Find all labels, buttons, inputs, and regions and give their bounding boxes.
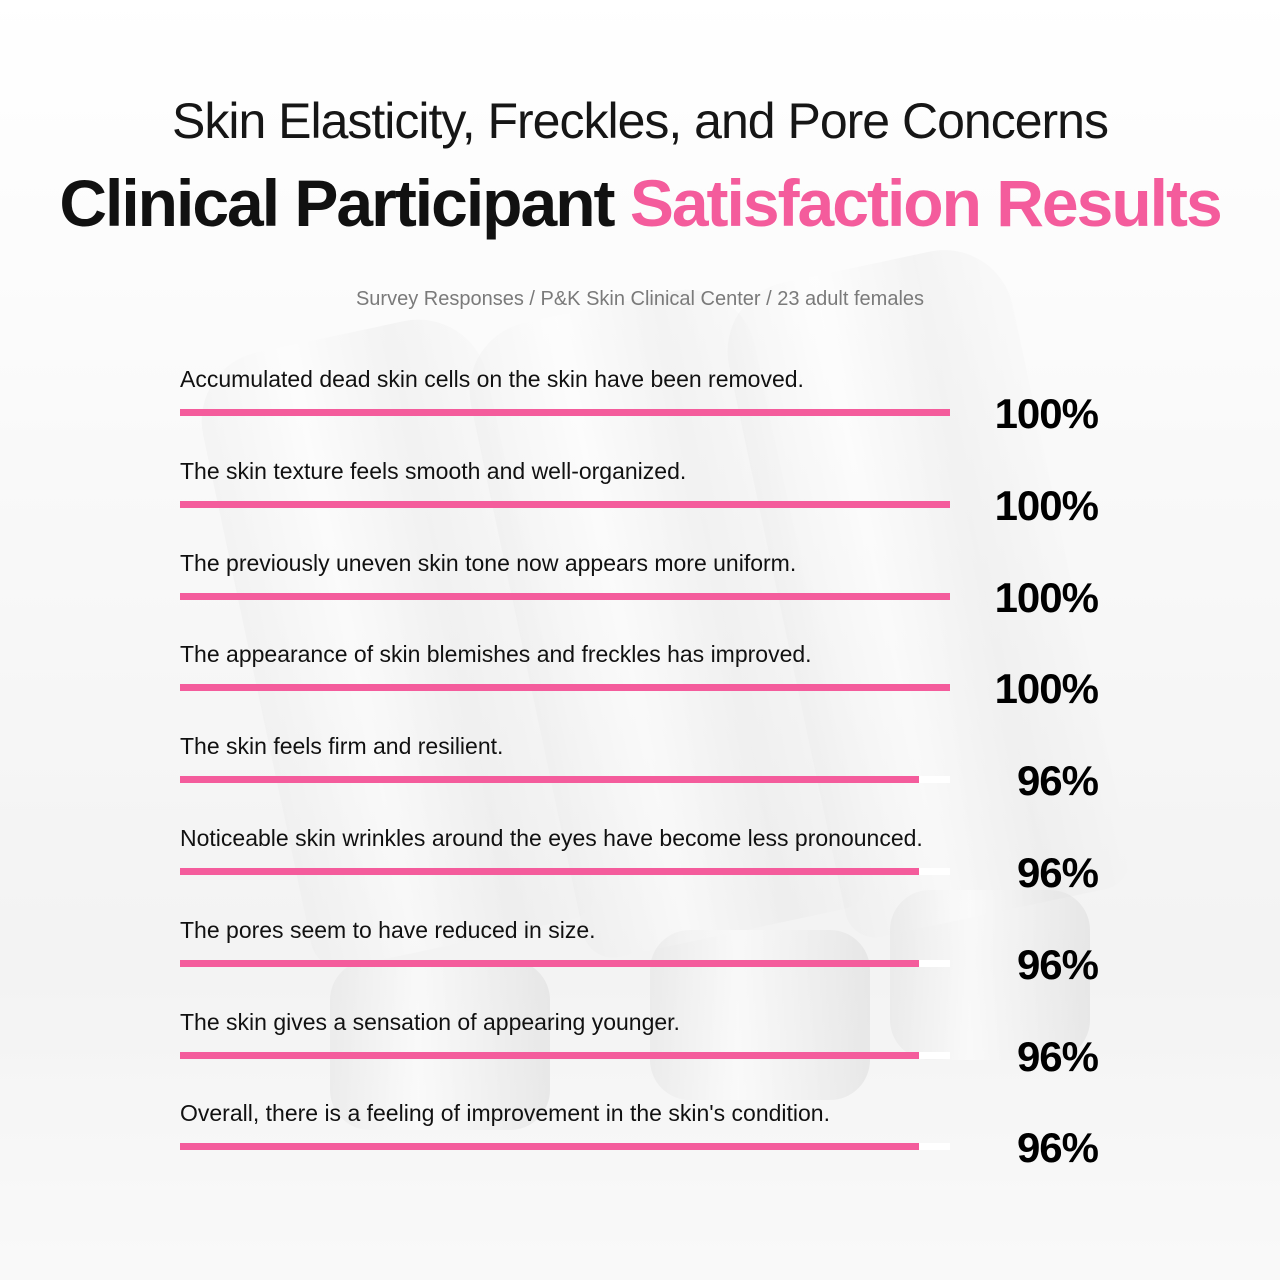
statement-label: The skin texture feels smooth and well-o…	[180, 457, 687, 484]
percentage-value: 100%	[994, 390, 1099, 437]
percentage-value: 100%	[994, 573, 1099, 621]
statement-label: Accumulated dead skin cells on the skin …	[180, 366, 804, 392]
bar-track	[180, 592, 950, 600]
statement-label: Overall, there is a feeling of improveme…	[180, 1100, 830, 1127]
bar-track	[180, 959, 950, 967]
percentage-value: 96%	[1016, 940, 1099, 988]
percentage-value: 100%	[994, 481, 1099, 529]
survey-source-subtitle: Survey Responses / P&K Skin Clinical Cen…	[355, 288, 925, 310]
bar-fill	[180, 684, 950, 692]
bar-fill	[180, 959, 920, 967]
percentage-value: 100%	[994, 665, 1099, 713]
bar-track	[180, 1051, 950, 1059]
headline-line1: Skin Elasticity, Freckles, and Pore Conc…	[171, 93, 1109, 149]
percentage-value: 96%	[1016, 1124, 1099, 1172]
headline-accent: Satisfaction Results	[629, 166, 1223, 240]
statement-label: The skin feels firm and resilient.	[180, 733, 504, 760]
bar-fill	[180, 1143, 920, 1151]
statement-label: The skin gives a sensation of appearing …	[180, 1008, 680, 1035]
bar-track	[180, 684, 950, 692]
statement-label: Noticeable skin wrinkles around the eyes…	[180, 825, 923, 851]
statement-label: The appearance of skin blemishes and fre…	[180, 641, 812, 668]
bar-track	[180, 776, 950, 784]
bar-fill	[180, 592, 950, 600]
bar-fill	[180, 500, 950, 508]
headline-line2: Clinical Participant Satisfaction Result…	[0, 165, 1280, 241]
bar-track	[180, 409, 950, 416]
bar-track	[180, 868, 950, 875]
headline-main: Clinical Participant	[59, 166, 630, 240]
bar-fill	[180, 776, 920, 784]
statement-label: The previously uneven skin tone now appe…	[180, 549, 797, 576]
bar-fill	[180, 409, 950, 416]
percentage-value: 96%	[1016, 1032, 1099, 1080]
percentage-value: 96%	[1016, 757, 1099, 805]
bar-fill	[180, 1051, 920, 1059]
bar-track	[180, 500, 950, 508]
bar-track	[180, 1143, 950, 1151]
statement-label: The pores seem to have reduced in size.	[180, 916, 596, 943]
percentage-value: 96%	[1016, 849, 1099, 896]
bar-fill	[180, 868, 920, 875]
